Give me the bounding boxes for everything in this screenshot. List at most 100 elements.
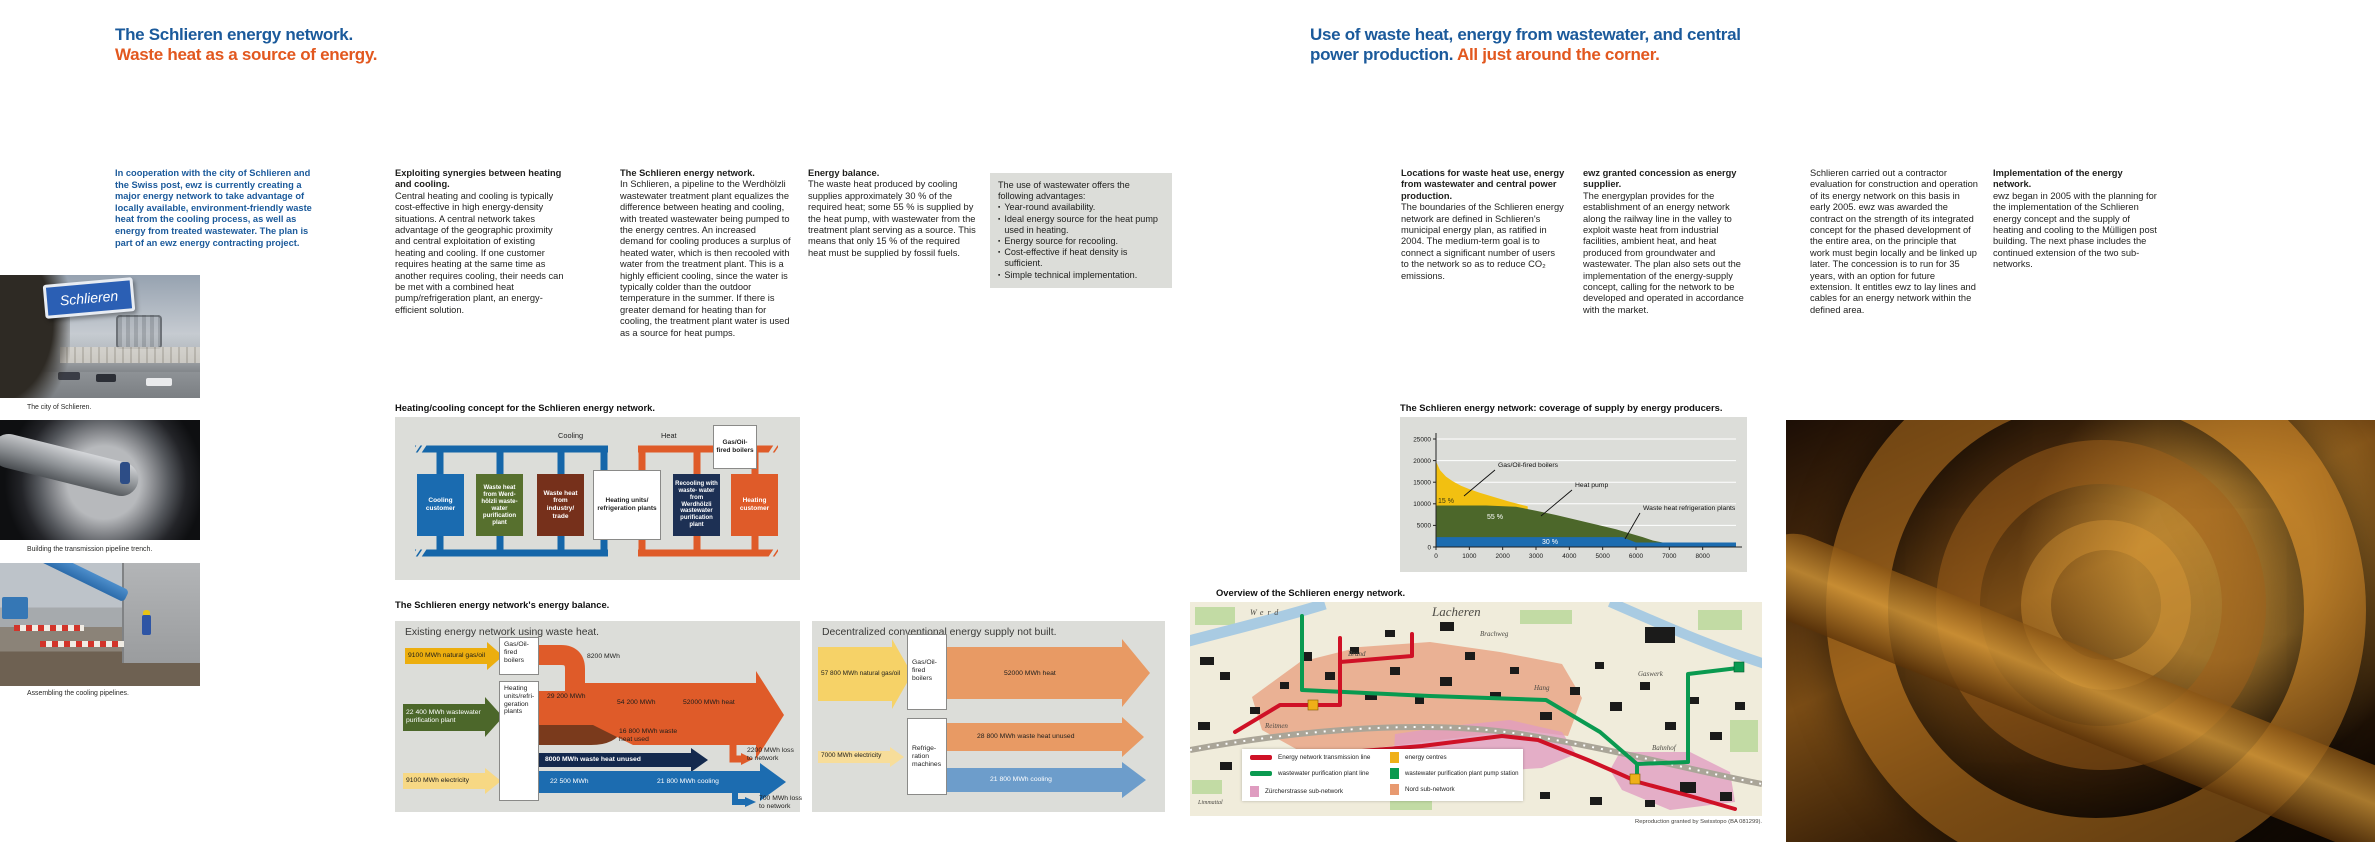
gas-oil-boilers-box: Gas/Oil- fired boilers <box>499 637 539 675</box>
column-network: The Schlieren energy network. In Schlier… <box>620 168 792 339</box>
flow-22500-label: 22 500 MWh <box>550 778 589 785</box>
excavator-cab <box>2 597 28 619</box>
photo-cooling-pipelines <box>0 563 200 686</box>
car <box>96 374 116 382</box>
svg-text:0: 0 <box>1427 544 1431 551</box>
place-label-hang: Hang <box>1534 684 1550 692</box>
svg-text:4000: 4000 <box>1562 553 1577 560</box>
sankey-decentralized: Decentralized conventional energy supply… <box>812 621 1165 812</box>
recooling-box: Recooling with waste- water from Werdhöl… <box>673 474 720 536</box>
bullet-icon: ▪ <box>998 215 1001 223</box>
bullet-icon: ▪ <box>998 238 1001 246</box>
coverage-chart-graphic: 0 5000 10000 15000 20000 25000 0 1000 2000 3000 40… <box>1413 433 1742 560</box>
worker <box>142 615 151 635</box>
barrier <box>40 641 124 647</box>
place-label-werd: Werd <box>1250 608 1283 617</box>
photo-caption: The city of Schlieren. <box>27 404 92 411</box>
column-heading: Energy balance. <box>808 168 880 178</box>
pump-station-swatch <box>1390 768 1399 779</box>
refrigeration-machines-box: Refrige- ration machines <box>907 718 947 795</box>
svg-text:Heat pump: Heat pump <box>1575 482 1608 489</box>
svg-text:7000: 7000 <box>1662 553 1677 560</box>
input-natural-gas-label: 57 800 MWh natural gas/oil <box>821 670 901 677</box>
column-concession: ewz granted concession as energy supplie… <box>1583 168 1753 316</box>
input-electricity-label: 7000 MWh electricity <box>821 752 882 759</box>
zuercherstrasse-swatch <box>1250 786 1259 797</box>
network-map: Werd Lacheren Brachweg Brand Hang Gaswer… <box>1190 602 1762 816</box>
heat-pipe-label: Heat <box>661 431 677 440</box>
sankey-decentralized-graphic <box>818 639 1150 798</box>
waste-heat-industry-box: Waste heat from industry/ trade <box>537 474 584 536</box>
intro-paragraph: In cooperation with the city of Schliere… <box>115 168 312 248</box>
heating-customer-box: Heating customer <box>731 474 778 536</box>
svg-text:8000: 8000 <box>1696 553 1711 560</box>
place-label-brand: Brand <box>1348 650 1366 658</box>
legend-item: Zürcherstrasse sub-network <box>1250 786 1343 797</box>
svg-text:25000: 25000 <box>1413 436 1431 443</box>
map-credit: Reproduction granted by Swisstopo (BA 08… <box>1635 819 1762 825</box>
legend-item: Nord sub-network <box>1390 784 1455 795</box>
flow-54200-label: 54 200 MWh <box>617 699 656 706</box>
column-implementation: Implementation of the energy network. ew… <box>1993 168 2157 271</box>
input-electricity-label: 9100 MWh electricity <box>406 777 470 784</box>
map-title: Overview of the Schlieren energy network… <box>1216 587 1406 598</box>
legend-item: wastewater purification plant line <box>1250 770 1369 777</box>
legend-item: energy centres <box>1390 752 1447 763</box>
column-body: The boundaries of the Schlieren energy n… <box>1401 202 1564 281</box>
advantage-item: ▪ Ideal energy source for the heat pump u… <box>998 213 1158 235</box>
photo-pipeline-trench <box>0 420 200 540</box>
left-page-title: The Schlieren energy network. Waste heat… <box>115 25 378 65</box>
svg-text:0: 0 <box>1434 553 1438 560</box>
svg-text:15 %: 15 % <box>1438 498 1454 505</box>
gas-oil-boilers-box: Gas/Oil- fired boilers <box>713 425 757 469</box>
heating-units-box: Heating units/refri- geration plants <box>499 681 539 801</box>
place-label-limmattal: Limmattal <box>1198 800 1223 806</box>
left-title-line2: Waste heat as a source of energy. <box>115 45 378 64</box>
column-contractor: Schlieren carried out a contractor evalu… <box>1810 168 1978 316</box>
advantages-intro: The use of wastewater offers the followi… <box>998 180 1130 202</box>
column-body: The energyplan provides for the establis… <box>1583 190 1744 315</box>
purification-line-swatch <box>1250 771 1272 776</box>
photo-caption: Building the transmission pipeline trenc… <box>27 546 153 553</box>
place-label-lacheren: Lacheren <box>1432 604 1481 619</box>
flow-52000-heat-label: 52000 MWh heat <box>683 699 735 706</box>
place-label-reitmen: Reitmen <box>1265 722 1288 730</box>
concept-diagram-title: Heating/cooling concept for the Schliere… <box>395 402 655 413</box>
cooling-customer-box: Cooling customer <box>417 474 464 536</box>
place-label-gaswerk: Gaswerk <box>1638 670 1663 678</box>
flow-28800-unused-label: 28 800 MWh waste heat unused <box>977 733 1075 740</box>
helmet <box>143 610 150 615</box>
svg-text:20000: 20000 <box>1413 458 1431 465</box>
photo-city-of-schlieren: Schlieren <box>0 275 200 398</box>
place-label-bahnhof: Bahnhof <box>1652 744 1676 752</box>
transmission-line-swatch <box>1250 755 1272 760</box>
column-heading: The Schlieren energy network. <box>620 168 755 178</box>
concept-diagram: Cooling Heat Cooling customer Waste heat… <box>395 417 800 580</box>
flow-700-loss-label: 700 MWh loss to network <box>759 795 803 810</box>
column-body: Central heating and cooling is typically… <box>395 190 564 315</box>
worker <box>120 462 130 484</box>
svg-text:30 %: 30 % <box>1542 539 1558 546</box>
flow-16800-label: 16 800 MWh waste heat used <box>619 728 678 743</box>
flow-8000-unused-label: 8000 MWh waste heat unused <box>545 756 641 763</box>
advantage-item: ▪ Year-round availability. <box>998 202 1096 213</box>
advantage-item: ▪ Energy source for recooling. <box>998 236 1119 247</box>
sankey-existing-graphic <box>403 642 786 807</box>
cooling-pipe-label: Cooling <box>558 431 584 440</box>
flow-29200-label: 29 200 MWh <box>547 693 586 700</box>
column-heading: ewz granted concession as energy supplie… <box>1583 168 1737 190</box>
building <box>122 563 200 663</box>
gasometer-structure <box>116 315 162 349</box>
energy-centre-swatch <box>1390 752 1399 763</box>
advantage-item: ▪ Simple technical implementation. <box>998 269 1138 280</box>
column-body: In Schlieren, a pipeline to the Werdhölz… <box>620 179 791 338</box>
advantage-item: ▪ Cost-effective if heat density is suffi… <box>998 247 1128 269</box>
gas-oil-boilers-box: Gas/Oil- fired boilers <box>907 634 947 710</box>
column-synergies: Exploiting synergies between heating and… <box>395 168 565 316</box>
input-wastewater-label: 22 400 MWh wastewater purification plant <box>406 709 481 724</box>
energy-balance-title: The Schlieren energy network's energy ba… <box>395 599 610 610</box>
place-label-brachweg: Brachweg <box>1480 630 1509 638</box>
waste-heat-wastewater-box: Waste heat from Werd- hölzli waste- wate… <box>476 474 523 536</box>
svg-text:3000: 3000 <box>1529 553 1544 560</box>
